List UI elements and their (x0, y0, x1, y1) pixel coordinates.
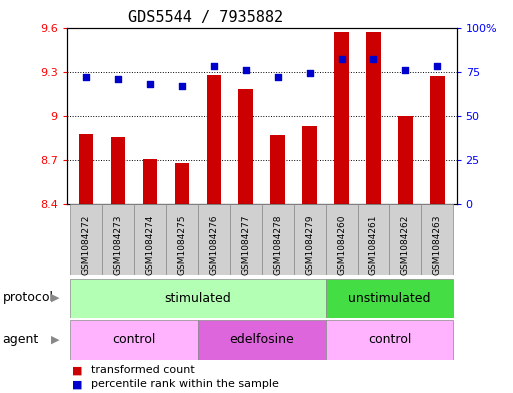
Point (210, 63, 218, 70)
Point (146, 81, 154, 87)
Bar (102, 204, 134, 275)
Bar (270, 135, 285, 204)
Text: GSM1084274: GSM1084274 (145, 215, 154, 275)
Text: ▶: ▶ (50, 335, 59, 345)
Bar (389, 204, 421, 275)
Bar (70, 204, 102, 275)
Point (177, 83, 186, 89)
Bar (302, 126, 317, 204)
Bar (174, 163, 189, 204)
Text: GSM1084263: GSM1084263 (433, 215, 442, 275)
Point (338, 56, 346, 62)
Bar (430, 76, 445, 204)
Text: GSM1084262: GSM1084262 (401, 215, 410, 275)
Bar (198, 204, 230, 275)
Text: GSM1084260: GSM1084260 (337, 215, 346, 275)
Text: GSM1084273: GSM1084273 (113, 215, 122, 275)
Text: protocol: protocol (3, 291, 53, 305)
Text: agent: agent (3, 333, 39, 347)
Bar (70, 279, 326, 318)
Bar (111, 136, 125, 204)
Text: edelfosine: edelfosine (229, 333, 294, 347)
Bar (421, 204, 453, 275)
Text: ▶: ▶ (50, 293, 59, 303)
Text: ■: ■ (72, 365, 82, 375)
Bar (207, 75, 221, 204)
Text: GSM1084276: GSM1084276 (209, 215, 218, 275)
Bar (166, 204, 198, 275)
Point (433, 63, 442, 70)
Bar (326, 279, 453, 318)
Point (401, 67, 409, 73)
Bar (239, 89, 253, 204)
Bar (143, 159, 157, 204)
Text: GSM1084278: GSM1084278 (273, 215, 282, 275)
Point (114, 75, 122, 82)
Bar (78, 134, 93, 204)
Text: GSM1084275: GSM1084275 (177, 215, 186, 275)
Text: GSM1084279: GSM1084279 (305, 215, 314, 275)
Bar (326, 320, 453, 360)
Point (82, 74, 90, 80)
Bar (334, 32, 349, 204)
Bar (326, 204, 358, 275)
Bar (293, 204, 326, 275)
Text: GSM1084277: GSM1084277 (241, 215, 250, 275)
Text: transformed count: transformed count (91, 365, 195, 375)
Text: control: control (368, 333, 411, 347)
Point (305, 70, 313, 77)
Bar (398, 116, 412, 204)
Bar (358, 204, 389, 275)
Bar (198, 320, 326, 360)
Text: percentile rank within the sample: percentile rank within the sample (91, 379, 279, 389)
Point (273, 74, 282, 80)
Point (369, 56, 378, 62)
Bar (134, 204, 166, 275)
Bar (262, 204, 293, 275)
Text: control: control (112, 333, 155, 347)
Text: ■: ■ (72, 379, 82, 389)
Bar (70, 320, 198, 360)
Text: GDS5544 / 7935882: GDS5544 / 7935882 (128, 10, 283, 25)
Bar (230, 204, 262, 275)
Text: GSM1084272: GSM1084272 (82, 215, 90, 275)
Text: GSM1084261: GSM1084261 (369, 215, 378, 275)
Text: stimulated: stimulated (164, 292, 231, 305)
Point (242, 67, 250, 73)
Text: unstimulated: unstimulated (348, 292, 431, 305)
Bar (366, 32, 381, 204)
